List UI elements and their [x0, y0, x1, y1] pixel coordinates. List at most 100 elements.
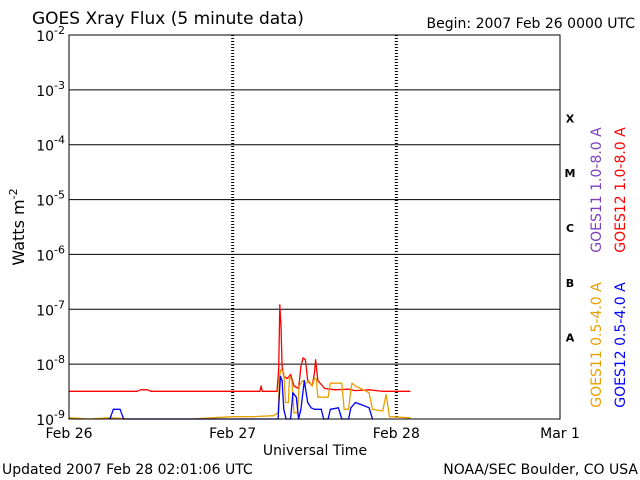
data-point: [348, 408, 350, 410]
source-credit: NOAA/SEC Boulder, CO USA: [443, 462, 638, 478]
data-point: [286, 377, 288, 379]
data-point: [388, 416, 391, 418]
data-point: [252, 416, 254, 418]
data-point: [280, 368, 282, 371]
plot-frame: [68, 34, 561, 420]
data-point: [293, 412, 295, 414]
data-point: [288, 375, 291, 377]
series-goes12-0-5-4-0-a: [109, 375, 374, 420]
data-point: [259, 390, 261, 392]
y-tick-label: 10-2: [36, 24, 65, 45]
legend: GOES11 1.0-8.0 A GOES12 1.0-8.0 A GOES11 0…: [589, 127, 629, 408]
data-point: [382, 410, 384, 412]
y-tick-label: 10-5: [36, 189, 65, 210]
data-point: [317, 380, 319, 382]
data-point: [281, 366, 283, 368]
data-point: [302, 357, 304, 359]
data-point: [307, 401, 309, 404]
x-tick-label: Feb 26: [45, 426, 92, 442]
x-axis-ticks: Feb 26 Feb 27 Feb 28 Mar 1: [45, 426, 579, 442]
data-point: [313, 377, 316, 379]
data-point: [368, 392, 370, 394]
updated-timestamp: Updated 2007 Feb 28 02:01:06 UTC: [2, 462, 253, 478]
data-point: [368, 389, 370, 391]
legend-entry: GOES11 1.0-8.0 A: [589, 127, 605, 253]
data-point: [313, 408, 316, 410]
data-point: [281, 380, 283, 382]
data-point: [290, 373, 292, 375]
data-point: [278, 368, 280, 371]
data-point: [291, 380, 293, 382]
data-point: [279, 304, 281, 306]
data-point: [371, 408, 374, 410]
y-axis-ticks: 10-2 10-3 10-4 10-5 10-6 10-7 10-8 10-9: [36, 24, 65, 429]
plot-grid: [69, 35, 560, 419]
data-point: [112, 408, 114, 410]
data-point: [302, 380, 304, 382]
data-point: [261, 390, 263, 392]
data-point: [308, 380, 310, 382]
data-point: [287, 401, 289, 404]
data-point: [232, 390, 234, 392]
data-point: [279, 375, 281, 377]
data-point: [385, 393, 387, 396]
data-point: [329, 408, 331, 410]
data-point: [305, 382, 307, 384]
data-point: [409, 417, 411, 419]
x-tick-label: Feb 28: [373, 426, 420, 442]
data-point: [211, 417, 213, 419]
data-point: [260, 385, 262, 387]
data-point: [315, 377, 317, 379]
y-tick-label: 10-6: [36, 243, 65, 264]
data-point: [317, 396, 319, 398]
data-point: [293, 385, 295, 387]
legend-label: GOES12 1.0-8.0 A: [613, 127, 629, 253]
flare-class-labels: X M C B A: [565, 112, 576, 344]
legend-label: GOES12 0.5-4.0 A: [613, 282, 629, 408]
data-point: [284, 401, 287, 404]
data-point: [303, 380, 305, 382]
data-point: [310, 407, 312, 409]
flare-class-a: A: [566, 332, 575, 345]
data-point: [327, 396, 329, 398]
data-point: [140, 389, 142, 391]
data-point: [283, 408, 285, 410]
series-goes11-0-5-4-0-a: [68, 368, 411, 420]
y-tick-label: 10-4: [36, 134, 65, 155]
data-point: [315, 359, 317, 361]
legend-label: GOES11 1.0-8.0 A: [589, 127, 605, 253]
data-point: [409, 390, 411, 392]
data-point: [351, 382, 353, 384]
flare-class-x: X: [566, 112, 575, 125]
data-point: [273, 415, 275, 417]
data-point: [292, 392, 294, 394]
data-point: [343, 408, 345, 410]
data-point: [350, 407, 352, 409]
data-point: [311, 385, 313, 387]
data-point: [300, 366, 302, 368]
data-point: [382, 390, 384, 392]
data-point: [354, 401, 356, 404]
data-point: [295, 396, 297, 398]
data-point: [334, 389, 336, 391]
data-point: [150, 390, 152, 392]
data-point: [119, 408, 121, 410]
data-point: [361, 404, 363, 406]
data-point: [368, 407, 370, 409]
data-point: [354, 390, 356, 392]
y-tick-label: 10-3: [36, 79, 65, 100]
y-tick-label: 10-8: [36, 353, 65, 374]
y-axis-label-text: Watts m: [9, 199, 28, 265]
chart-title: GOES Xray Flux (5 minute data): [32, 9, 304, 29]
data-point: [276, 390, 278, 392]
svg-text:Watts m-2: Watts m-2: [7, 188, 28, 265]
data-point: [348, 388, 350, 390]
x-tick-label: Mar 1: [540, 426, 580, 442]
data-point: [361, 388, 363, 390]
y-tick-label: 10-9: [36, 408, 65, 429]
data-point: [232, 416, 234, 418]
data-point: [283, 372, 285, 374]
x-axis-label: Universal Time: [263, 443, 367, 459]
data-point: [136, 390, 138, 392]
